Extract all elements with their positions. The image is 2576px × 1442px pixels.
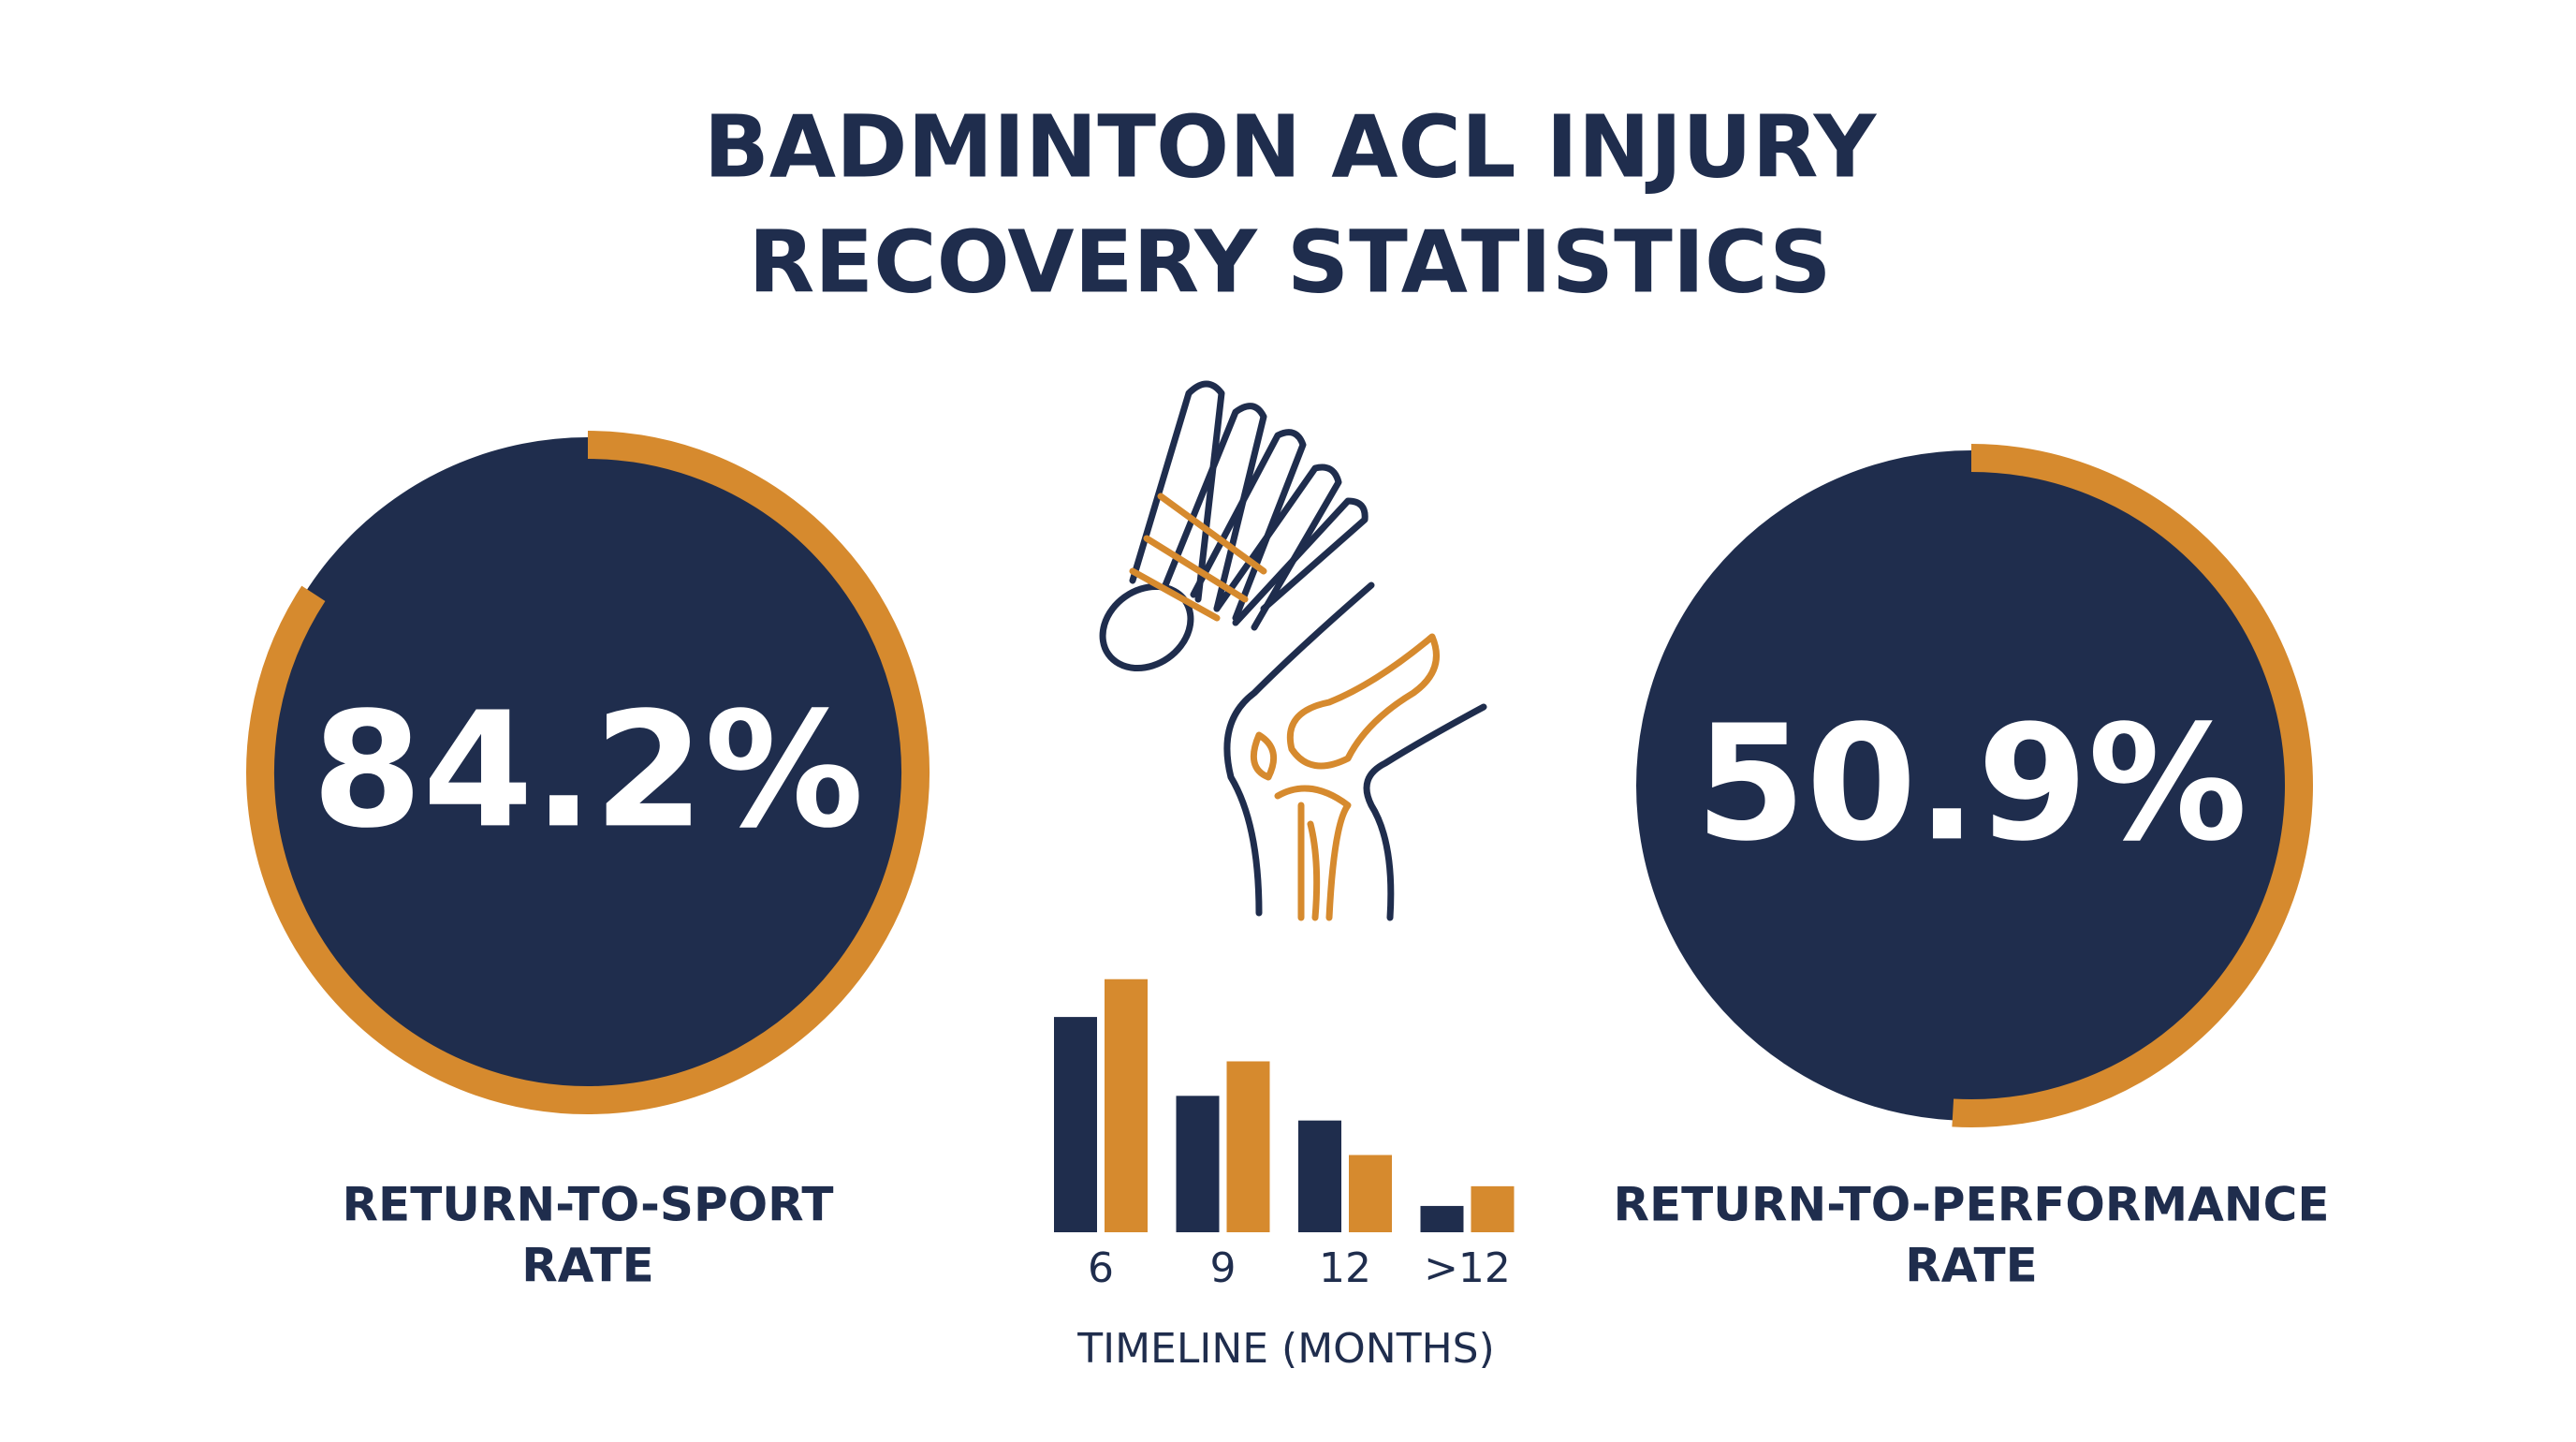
x-tick-label: 12 xyxy=(1319,1244,1371,1292)
gauge-arc xyxy=(1952,444,2313,1127)
bar xyxy=(1054,1017,1097,1232)
knee-icon xyxy=(1223,581,1487,921)
gauge-arc xyxy=(246,431,929,1114)
bar xyxy=(1105,978,1148,1232)
gauge-label: RATE xyxy=(521,1239,654,1293)
bar xyxy=(1176,1096,1220,1232)
gauge-disc xyxy=(1636,450,2306,1121)
gauge-value: 50.9% xyxy=(1695,691,2247,876)
x-tick-label: 6 xyxy=(1088,1244,1114,1292)
title-line: RECOVERY STATISTICS xyxy=(748,212,1831,312)
gauge-label: RETURN-TO-PERFORMANCE xyxy=(1613,1178,2329,1232)
gauge-label: RATE xyxy=(1905,1239,2038,1293)
bar xyxy=(1349,1155,1392,1232)
gauge-label: RETURN-TO-SPORT xyxy=(343,1178,834,1232)
bar xyxy=(1420,1205,1464,1232)
bar xyxy=(1298,1120,1341,1232)
gauge-disc xyxy=(253,437,923,1108)
bar xyxy=(1471,1185,1515,1232)
x-axis-title: TIMELINE (MONTHS) xyxy=(1076,1325,1495,1373)
shuttlecock-icon xyxy=(1099,380,1368,672)
gauge-value: 84.2% xyxy=(312,678,864,863)
x-tick-label: >12 xyxy=(1424,1244,1511,1292)
x-tick-label: 9 xyxy=(1210,1244,1237,1292)
title-line: BADMINTON ACL INJURY xyxy=(704,96,1878,197)
bar xyxy=(1226,1061,1270,1232)
